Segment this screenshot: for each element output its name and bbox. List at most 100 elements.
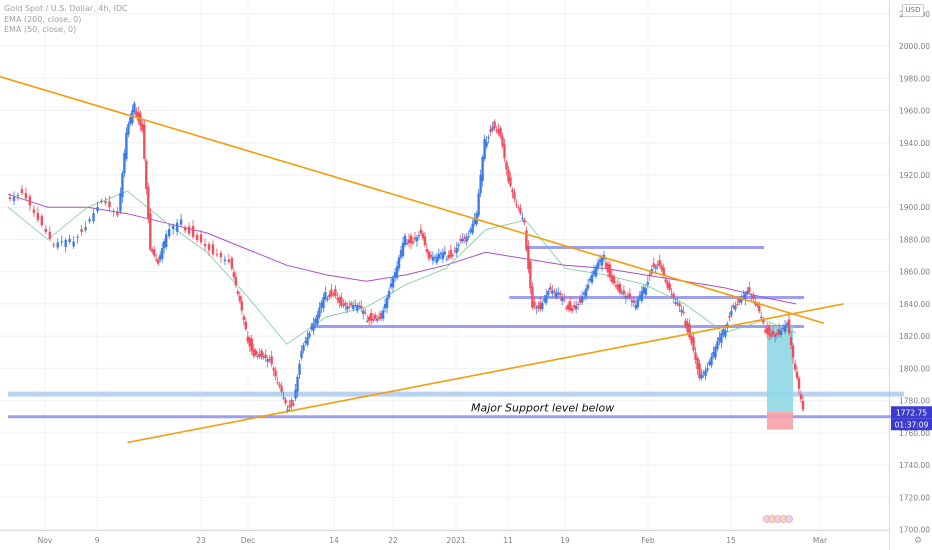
candle-body [149, 213, 152, 250]
candle-body [236, 291, 240, 294]
candle-body [604, 262, 608, 268]
gear-icon[interactable]: ⚙ [914, 536, 923, 546]
candle-body [712, 351, 715, 357]
candle-body [175, 222, 179, 232]
x-tick-label: 9 [95, 536, 100, 545]
candle-body [541, 303, 544, 310]
candle-body [314, 318, 317, 323]
candle-body [678, 303, 681, 307]
candle-body [211, 244, 215, 255]
candle-body [511, 189, 514, 193]
candle-body [505, 161, 508, 170]
candle-body [258, 353, 261, 357]
candle-body [646, 281, 649, 285]
candle-body [773, 334, 777, 337]
candle-body [762, 318, 765, 323]
candle-body [234, 276, 238, 286]
candle-body [517, 207, 520, 209]
candle-body [543, 299, 546, 302]
candle-body [527, 245, 530, 270]
candle-body [290, 399, 293, 407]
candle-body [582, 292, 586, 295]
candle-body [288, 405, 291, 408]
candle-body [744, 293, 747, 300]
target-zone-box [767, 326, 793, 412]
candle-body [706, 368, 709, 371]
candle-body [104, 201, 107, 204]
candle-body [726, 323, 729, 327]
candle-body [559, 292, 562, 296]
chart-legend: Gold Spot / U.S. Dollar, 4h, IDC EMA (20… [4, 4, 128, 36]
candle-body [268, 359, 271, 361]
candle-body [545, 295, 548, 303]
candle-body [535, 307, 538, 309]
candle-body [24, 193, 28, 199]
candle-body [642, 287, 646, 294]
candle-body [360, 305, 363, 309]
event-marker[interactable] [785, 515, 793, 523]
candle-body [769, 333, 773, 337]
candle-body [477, 193, 480, 216]
candle-body [399, 250, 403, 258]
candle-body [531, 286, 534, 308]
candle-body [68, 238, 71, 242]
candle-body [383, 303, 387, 309]
candle-body [491, 127, 494, 131]
candle-body [425, 248, 429, 252]
candle-body [318, 307, 321, 317]
candle-body [590, 274, 594, 283]
candle-body [215, 254, 219, 256]
candle-body [264, 354, 267, 358]
candle-body [523, 219, 526, 223]
ema200-line [7, 193, 797, 305]
trendline [0, 75, 825, 325]
candle-body [672, 293, 675, 298]
candle-body [598, 259, 602, 263]
candle-body [187, 226, 191, 234]
symbol-title: Gold Spot / U.S. Dollar, 4h, IDC [4, 4, 128, 13]
candle-body [116, 211, 119, 216]
y-tick-label: 1780.00 [899, 397, 930, 406]
candle-body [461, 238, 464, 242]
candle-body [326, 298, 329, 300]
candle-body [316, 314, 319, 325]
candle-body [588, 278, 592, 281]
candle-body [385, 297, 389, 308]
candle-body [112, 211, 115, 213]
y-tick-label: 1980.00 [899, 74, 930, 83]
candle-body [736, 303, 739, 305]
candle-body [72, 241, 75, 247]
candle-body [296, 376, 299, 392]
y-tick-label: 1700.00 [899, 526, 930, 535]
candle-body [389, 283, 393, 288]
candle-body [373, 314, 377, 319]
candle-body [658, 260, 661, 266]
candle-body [421, 233, 425, 239]
candle-body [566, 304, 570, 310]
candle-body [549, 287, 552, 290]
candle-body [570, 308, 574, 311]
candle-body [167, 229, 171, 237]
candle-body [668, 283, 671, 290]
candle-body [365, 320, 369, 322]
candle-body [119, 193, 122, 212]
candle-body [469, 229, 472, 233]
candle-body [274, 370, 277, 377]
candle-body [284, 399, 287, 404]
candle-body [662, 267, 665, 276]
candle-body [763, 330, 767, 332]
candle-body [564, 307, 568, 309]
candle-body [16, 195, 20, 197]
x-tick-label: 15 [726, 536, 736, 545]
candle-body [238, 295, 242, 302]
candle-body [630, 300, 634, 302]
candle-body [652, 263, 655, 267]
candle-body [227, 259, 231, 262]
candle-body [740, 298, 743, 303]
currency-badge[interactable]: USD [902, 4, 924, 17]
candle-body [40, 216, 44, 226]
candle-body [76, 236, 79, 238]
candle-body [666, 281, 669, 288]
